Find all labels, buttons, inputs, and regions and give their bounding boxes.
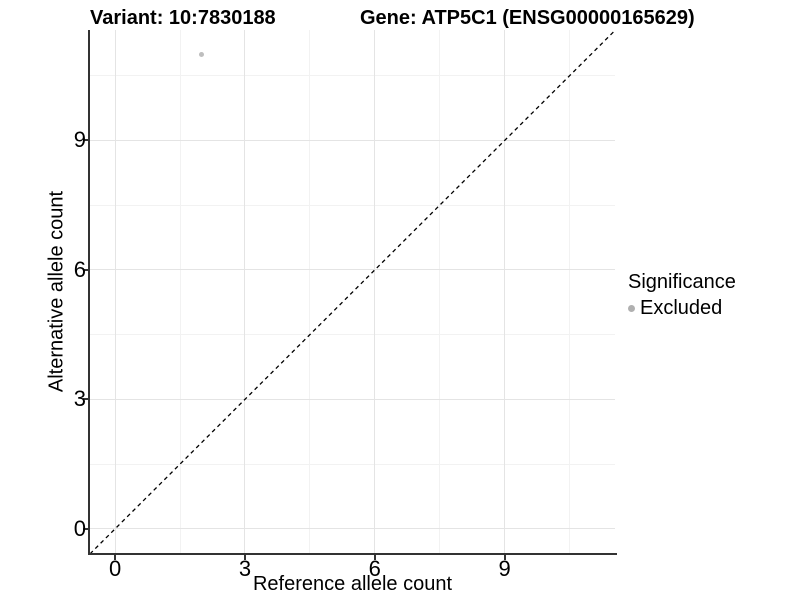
x-tick-label: 9 [498,556,511,581]
plot-panel [90,30,615,553]
plot-title-variant: Variant: 10:7830188 [90,7,276,29]
y-tick-mark [83,139,88,142]
gridline-x-minor [439,30,441,553]
x-tick-label: 6 [368,556,381,581]
y-axis-line [88,30,90,555]
gridline-y-minor [90,463,615,465]
x-axis-title: Reference allele count [252,573,452,595]
x-tick-mark [373,555,376,560]
y-tick-label: 6 [73,256,86,282]
y-tick-label: 0 [73,515,86,541]
legend-item-excluded: Excluded [628,296,736,320]
data-point-excluded [199,51,205,57]
gridline-y-major [90,269,615,271]
gridline-y-minor [90,334,615,336]
gridline-y-major [90,139,615,141]
x-tick-mark [503,555,506,560]
gridline-x-major [114,30,116,553]
gridline-x-major [374,30,376,553]
gridline-x-major [504,30,506,553]
plot-title-gene: Gene: ATP5C1 (ENSG00000165629) [360,7,695,29]
legend-marker-circle-icon [628,304,635,312]
legend-title: Significance [628,271,736,293]
y-tick-mark [83,398,88,401]
x-tick-label: 0 [108,556,122,581]
gridline-x-minor [569,30,571,553]
gridline-x-major [244,30,246,553]
x-tick-mark [114,555,117,560]
x-axis-line [88,553,617,555]
gridline-y-major [90,528,615,530]
x-tick-label: 3 [238,556,252,581]
legend: Significance Excluded [628,270,736,320]
gridline-x-minor [309,30,311,553]
x-tick-mark [243,555,246,560]
gridline-y-major [90,398,615,400]
legend-item-label: Excluded [640,297,723,319]
y-tick-label: 3 [73,386,86,412]
gridline-x-minor [179,30,181,553]
gridline-y-minor [90,204,615,206]
y-tick-mark [83,268,88,271]
y-tick-label: 9 [73,127,86,153]
gridline-y-minor [90,75,615,77]
identity-dashed-line [90,30,615,553]
y-tick-mark [83,527,88,530]
